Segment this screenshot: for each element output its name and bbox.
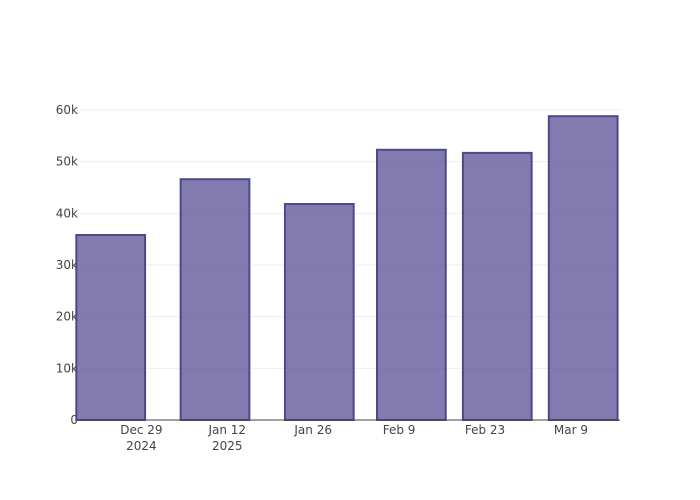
bar (547, 115, 619, 421)
bar (461, 151, 533, 421)
bar (75, 234, 147, 421)
bar (283, 203, 355, 421)
y-tick-label: 0 (70, 413, 78, 427)
x-tick-label: Feb 23 (465, 423, 505, 437)
y-tick-label: 50k (56, 155, 78, 169)
y-tick-label: 30k (56, 258, 78, 272)
x-tick-label: Dec 29 2024 (120, 423, 162, 453)
x-tick-label: Jan 12 2025 (207, 423, 246, 453)
x-tick-label: Jan 26 (293, 423, 332, 437)
y-tick-label: 20k (56, 310, 78, 324)
y-tick-label: 60k (56, 103, 78, 117)
y-tick-label: 40k (56, 206, 78, 220)
x-tick-label: Mar 9 (554, 423, 588, 437)
bar (376, 148, 447, 421)
x-tick-label: Feb 9 (383, 423, 416, 437)
y-tick-label: 10k (56, 361, 78, 375)
bar (179, 178, 251, 421)
